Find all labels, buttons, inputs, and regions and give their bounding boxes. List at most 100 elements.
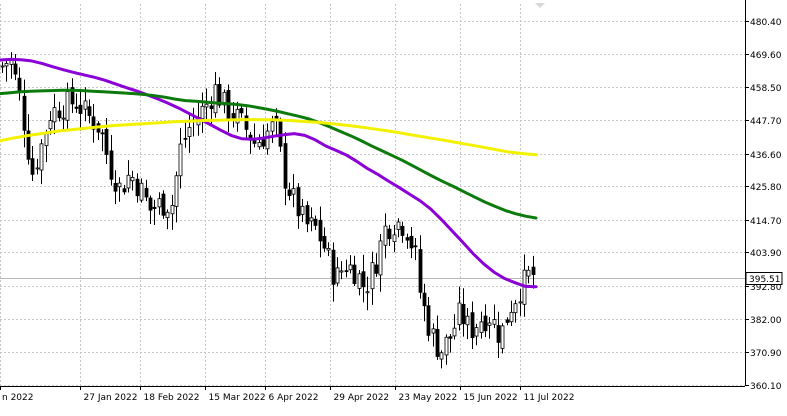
candle-up xyxy=(365,291,370,294)
candle-down xyxy=(13,63,18,75)
candle-down xyxy=(144,187,149,198)
candle-up xyxy=(61,117,66,120)
candle-up xyxy=(452,327,457,337)
y-tick-label: 403.90 xyxy=(750,249,782,259)
candle-down xyxy=(26,130,31,160)
candle-down xyxy=(305,205,310,225)
candle-up xyxy=(492,319,497,325)
candle-up xyxy=(518,301,523,304)
candle-up xyxy=(174,175,179,207)
candle-up xyxy=(52,107,57,123)
candle-down xyxy=(261,139,266,147)
candle-up xyxy=(513,303,518,314)
candle-up xyxy=(157,198,162,208)
y-tick-label: 447.70 xyxy=(750,117,782,127)
candle-up xyxy=(170,205,175,215)
candle-down xyxy=(87,106,92,116)
candle-down xyxy=(57,110,62,119)
candle-up xyxy=(139,182,144,201)
current-price-marker: 395.51 xyxy=(745,272,783,285)
y-tick-label: 382.00 xyxy=(750,316,782,326)
candle-up xyxy=(257,142,262,148)
candle-up xyxy=(500,325,505,349)
candle-down xyxy=(122,188,127,193)
candle-up xyxy=(370,262,375,290)
y-tick-label: 392.80 xyxy=(750,283,782,293)
candle-down xyxy=(322,236,327,249)
candle-up xyxy=(48,120,53,130)
candle-down xyxy=(418,249,423,293)
candle-down xyxy=(100,132,105,135)
candle-up xyxy=(479,321,484,333)
y-tick-label: 414.70 xyxy=(750,217,782,227)
y-tick-label: 436.60 xyxy=(750,151,782,161)
candle-down xyxy=(161,193,166,216)
candle-down xyxy=(426,305,431,336)
grid xyxy=(0,4,745,386)
candle-down xyxy=(435,328,440,357)
candle-up xyxy=(291,188,296,195)
candle-up xyxy=(383,225,388,246)
candle-down xyxy=(104,128,109,155)
y-tick-label: 458.50 xyxy=(750,84,782,94)
candle-down xyxy=(318,219,323,242)
candle-up xyxy=(339,270,344,273)
moving-averages xyxy=(0,57,538,289)
candle-down xyxy=(352,264,357,284)
candle-down xyxy=(344,270,349,273)
candle-down xyxy=(374,264,379,274)
current-price-box xyxy=(745,272,783,285)
moving-average-fast xyxy=(0,57,538,289)
candle-up xyxy=(213,84,218,114)
candle-down xyxy=(413,245,418,248)
candle-down xyxy=(405,237,410,241)
candle-down xyxy=(283,143,288,189)
candle-up xyxy=(300,205,305,215)
candle-up xyxy=(178,143,183,177)
candle-up xyxy=(126,174,131,189)
candle-up xyxy=(444,336,449,356)
moving-average-mid xyxy=(0,88,538,220)
candle-up xyxy=(348,264,353,271)
candle-down xyxy=(217,83,222,106)
candle-down xyxy=(17,77,22,92)
candle-up xyxy=(335,267,340,284)
candle-up xyxy=(235,108,240,124)
candle-down xyxy=(30,158,35,175)
candle-up xyxy=(4,62,9,67)
candle-down xyxy=(152,206,157,209)
candle-down xyxy=(483,315,488,332)
x-tick-label: n 2022 xyxy=(2,393,33,403)
candle-up xyxy=(487,322,492,326)
candle-up xyxy=(0,65,5,68)
candle-up xyxy=(130,177,135,182)
candle-up xyxy=(392,234,397,243)
candle-up xyxy=(265,130,270,150)
candle-down xyxy=(461,303,466,325)
candle-down xyxy=(313,218,318,226)
y-tick-label: 370.90 xyxy=(750,349,782,359)
candles xyxy=(0,52,536,369)
candle-down xyxy=(70,87,75,105)
current-price-label: 395.51 xyxy=(749,275,781,285)
candle-down xyxy=(531,266,536,275)
scroll-marker-icon xyxy=(535,3,545,8)
candle-up xyxy=(165,211,170,219)
candle-up xyxy=(465,315,470,326)
x-tick-label: 15 Mar 2022 xyxy=(209,393,266,403)
candle-down xyxy=(287,189,292,196)
candle-down xyxy=(113,183,118,192)
candle-down xyxy=(135,178,140,197)
x-tick-label: 6 Apr 2022 xyxy=(269,393,319,403)
candle-down xyxy=(448,336,453,339)
candle-up xyxy=(200,105,205,120)
candle-up xyxy=(326,248,331,251)
candle-down xyxy=(22,95,27,131)
y-tick-label: 360.10 xyxy=(750,382,782,392)
candle-down xyxy=(361,271,366,288)
x-axis-panel xyxy=(0,386,745,412)
candle-up xyxy=(204,103,209,108)
